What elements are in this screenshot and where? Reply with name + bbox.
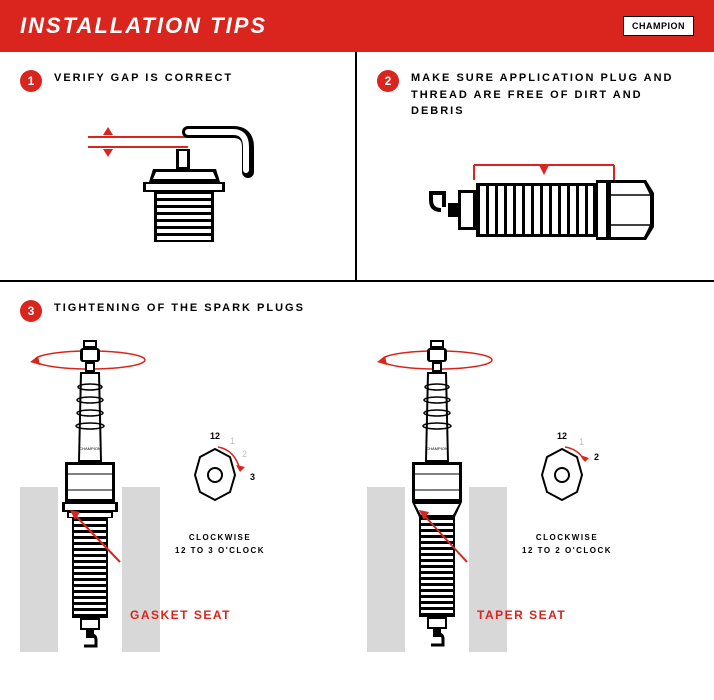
tick-2-gray: 2	[242, 449, 247, 459]
taper-plug-column: CHAMPION	[367, 332, 694, 652]
tick-3: 3	[250, 472, 255, 482]
taper-clock-line2: 12 TO 2 O'CLOCK	[522, 546, 612, 555]
step-1-header: 1 VERIFY GAP IS CORRECT	[20, 70, 335, 92]
gasket-clock-label: CLOCKWISE 12 TO 3 O'CLOCK	[175, 532, 265, 558]
gasket-seat-label: GASKET SEAT	[130, 608, 231, 622]
step-1-number: 1	[20, 70, 42, 92]
thread-diagram	[396, 145, 676, 265]
gasket-clock-line1: CLOCKWISE	[189, 533, 251, 542]
gasket-clock-diagram: 12 1 2 3	[175, 427, 265, 527]
taper-clock-diagram: 12 1 2	[522, 427, 612, 527]
taper-spark-plug: CHAMPION	[367, 332, 507, 652]
spark-plugs-row: CHAMPION	[20, 332, 694, 652]
step-3-header: 3 TIGHTENING OF THE SPARK PLUGS	[20, 300, 694, 322]
gap-diagram	[58, 107, 298, 247]
step-2-text: MAKE SURE APPLICATION PLUG AND THREAD AR…	[411, 70, 694, 120]
top-steps-row: 1 VERIFY GAP IS CORRECT	[0, 52, 714, 282]
step-3-number: 3	[20, 300, 42, 322]
brand-logo: CHAMPION	[623, 16, 694, 36]
gasket-clock-line2: 12 TO 3 O'CLOCK	[175, 546, 265, 555]
header-bar: INSTALLATION TIPS CHAMPION	[0, 0, 714, 52]
svg-text:CHAMPION: CHAMPION	[79, 446, 101, 451]
tick-12: 12	[557, 431, 567, 441]
tick-12: 12	[210, 431, 220, 441]
step-1-panel: 1 VERIFY GAP IS CORRECT	[0, 52, 357, 280]
step-2-panel: 2 MAKE SURE APPLICATION PLUG AND THREAD …	[357, 52, 714, 280]
step-1-text: VERIFY GAP IS CORRECT	[54, 70, 233, 87]
taper-clock-group: 12 1 2 CLOCKWISE 12 TO 2 O'CLOCK	[522, 427, 612, 558]
tick-1-gray: 1	[230, 436, 235, 446]
step-1-diagram	[20, 102, 335, 252]
step-2-header: 2 MAKE SURE APPLICATION PLUG AND THREAD …	[377, 70, 694, 120]
taper-clock-label: CLOCKWISE 12 TO 2 O'CLOCK	[522, 532, 612, 558]
taper-seat-label: TAPER SEAT	[477, 608, 566, 622]
tick-1-gray: 1	[579, 437, 584, 447]
gasket-spark-plug: CHAMPION	[20, 332, 160, 652]
tick-2: 2	[594, 452, 599, 462]
step-3-text: TIGHTENING OF THE SPARK PLUGS	[54, 300, 305, 317]
taper-clock-line1: CLOCKWISE	[536, 533, 598, 542]
page-title: INSTALLATION TIPS	[20, 13, 267, 39]
step-2-diagram	[377, 130, 694, 280]
step-3-panel: 3 TIGHTENING OF THE SPARK PLUGS	[0, 282, 714, 670]
svg-text:CHAMPION: CHAMPION	[426, 446, 448, 451]
step-2-number: 2	[377, 70, 399, 92]
gasket-clock-group: 12 1 2 3 CLOCKWISE 12 TO 3 O'CLOCK	[175, 427, 265, 558]
gasket-plug-column: CHAMPION	[20, 332, 347, 652]
